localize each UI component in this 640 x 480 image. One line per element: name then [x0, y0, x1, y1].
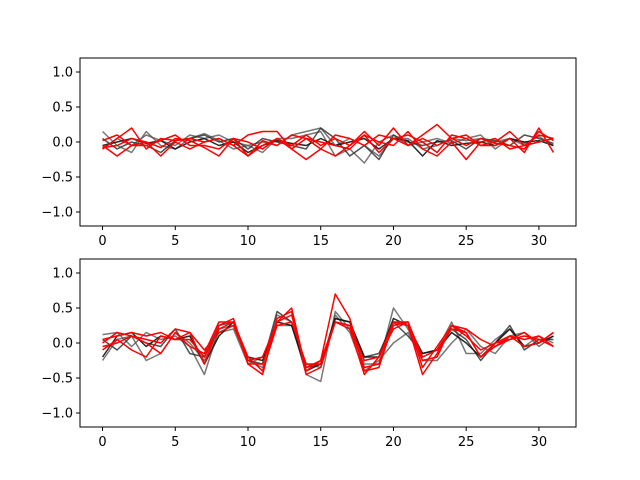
x-tick-label: 15	[312, 435, 329, 450]
x-tick-label: 5	[171, 435, 179, 450]
y-tick-label: 0.5	[52, 101, 73, 116]
series-group	[101, 293, 554, 383]
x-tick-label: 0	[98, 234, 106, 249]
axes-top: 0 5 10 15 20 25 30 −1.0 −0.5 0.0 0.5 1.0	[41, 57, 577, 249]
y-tick-label: 1.0	[52, 66, 73, 81]
x-tick-label: 30	[531, 234, 548, 249]
series-line-6	[102, 127, 554, 161]
y-tick-label: −1.0	[41, 407, 73, 422]
y-tick-label: 0.0	[52, 337, 73, 352]
series-line-7	[102, 130, 554, 157]
series-group	[102, 123, 555, 164]
y-tick-label: −0.5	[41, 171, 73, 186]
x-tick-label: 0	[98, 435, 106, 450]
axes-bottom: 0 5 10 15 20 25 30 −1.0 −0.5 0.0 0.5 1.0	[41, 258, 577, 450]
y-tick-label: 0.0	[52, 136, 73, 151]
series-line-7	[102, 321, 554, 372]
series-line-5	[102, 293, 554, 376]
x-tick-label: 10	[240, 234, 257, 249]
x-tick-label: 20	[385, 435, 402, 450]
y-tick-label: −1.0	[41, 206, 73, 221]
x-tick-label: 10	[240, 435, 257, 450]
x-tick-label: 5	[171, 234, 179, 249]
x-tick-label: 25	[458, 234, 475, 249]
y-tick-label: 1.0	[52, 267, 73, 282]
x-tick-label: 30	[531, 435, 548, 450]
y-tick-label: 0.5	[52, 302, 73, 317]
x-tick-label: 20	[385, 234, 402, 249]
x-tick-label: 25	[458, 435, 475, 450]
y-tick-label: −0.5	[41, 372, 73, 387]
x-tick-label: 15	[312, 234, 329, 249]
